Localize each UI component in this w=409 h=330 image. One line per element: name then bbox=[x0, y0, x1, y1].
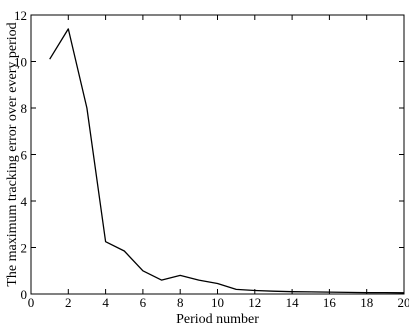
x-tick-label: 0 bbox=[28, 295, 35, 310]
x-tick-label: 2 bbox=[65, 295, 72, 310]
y-tick-label: 4 bbox=[21, 194, 28, 209]
x-axis-ticks: 0 2 4 6 8 10 12 14 16 18 20 bbox=[28, 15, 409, 310]
x-tick-label: 12 bbox=[248, 295, 261, 310]
x-tick-label: 10 bbox=[211, 295, 224, 310]
y-axis-title: The maximum tracking error over every pe… bbox=[5, 22, 20, 286]
x-axis-title: Period number bbox=[176, 312, 259, 325]
x-tick-label: 16 bbox=[323, 295, 337, 310]
y-tick-label: 0 bbox=[21, 287, 28, 302]
x-tick-label: 18 bbox=[360, 295, 373, 310]
x-tick-label: 4 bbox=[102, 295, 109, 310]
x-tick-label: 6 bbox=[140, 295, 147, 310]
x-tick-label: 14 bbox=[286, 295, 300, 310]
x-tick-label: 20 bbox=[398, 295, 409, 310]
y-tick-label: 12 bbox=[14, 8, 27, 23]
plot-frame bbox=[31, 15, 404, 294]
y-tick-label: 2 bbox=[21, 241, 28, 256]
y-tick-label: 6 bbox=[21, 148, 28, 163]
y-tick-label: 8 bbox=[21, 101, 28, 116]
series-line bbox=[50, 29, 404, 293]
x-tick-label: 8 bbox=[177, 295, 184, 310]
series-layer bbox=[50, 29, 404, 293]
